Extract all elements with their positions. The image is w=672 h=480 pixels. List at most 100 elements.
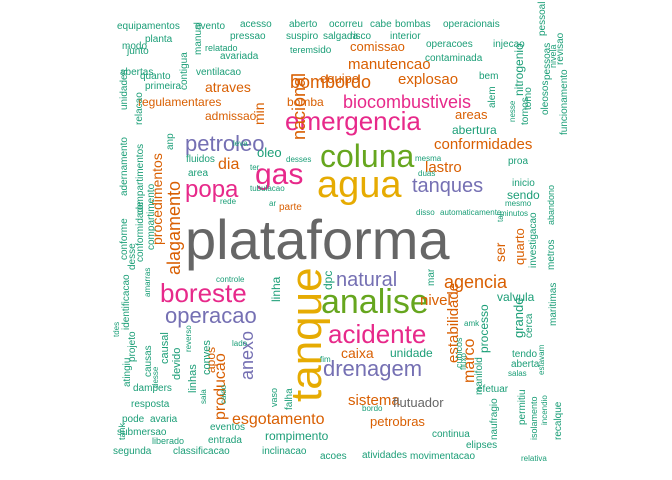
cloud-word: sala [199, 389, 208, 404]
cloud-word: lado [232, 339, 248, 348]
cloud-word: segunda [113, 446, 152, 457]
cloud-word: bem [479, 71, 499, 82]
cloud-word: pessoal [537, 2, 548, 37]
cloud-word: operacoes [426, 39, 473, 50]
cloud-word: rompimento [265, 429, 329, 443]
cloud-word: regulamentares [138, 95, 222, 109]
cloud-word: atividades [362, 450, 408, 461]
cloud-word: conves [201, 340, 213, 375]
cloud-word: falha [284, 388, 295, 410]
cloud-word: nesse [508, 100, 517, 122]
cloud-word: junto [127, 46, 149, 57]
cloud-word: bombordo [290, 72, 372, 92]
cloud-word: relativa [521, 454, 547, 463]
cloud-word: dia [218, 156, 240, 173]
cloud-word: controle [216, 275, 245, 284]
cloud-word: eventos [210, 422, 246, 433]
cloud-word: manual [193, 22, 204, 55]
cloud-word: isolamento [529, 396, 539, 440]
cloud-word: aberta [511, 359, 540, 370]
cloud-word: tubulacao [250, 184, 285, 193]
cloud-word: primeira [145, 81, 182, 92]
cloud-word: area [188, 168, 209, 179]
cloud-word: parte [279, 202, 302, 213]
cloud-word: desses [286, 155, 312, 164]
cloud-word: caixa [341, 345, 374, 361]
cloud-word: recalque [553, 401, 564, 440]
cloud-word: valvula [497, 290, 535, 304]
cloud-word: automaticamente [440, 208, 502, 217]
cloud-word: elipses [466, 440, 498, 451]
cloud-word: areas [455, 107, 488, 122]
cloud-word: permitiu [517, 389, 528, 425]
cloud-word: salgada [323, 31, 359, 42]
cloud-word: modo [122, 41, 148, 52]
cloud-word: identificacao [121, 274, 132, 330]
cloud-word: incendio [540, 395, 549, 425]
cloud-word: flutuador [393, 395, 444, 410]
cloud-word: aberto [289, 19, 318, 30]
cloud-word: sendo [507, 188, 540, 202]
cloud-word: boreste [160, 278, 247, 308]
cloud-word: equipamentos [117, 21, 180, 32]
cloud-word: risco [350, 31, 372, 42]
cloud-word: liberado [152, 436, 185, 446]
cloud-word: unidade [390, 346, 433, 360]
cloud-word: biocombustiveis [343, 92, 472, 112]
cloud-word: analise [321, 283, 429, 321]
cloud-word: vaso [269, 387, 279, 407]
cloud-word: oleo [257, 145, 282, 160]
cloud-word: cabe [370, 19, 392, 30]
cloud-word: amk [464, 319, 480, 328]
cloud-word: alem [487, 86, 498, 108]
cloud-word: quarto [512, 228, 527, 265]
cloud-word: nivel [420, 292, 451, 309]
cloud-word: bordo [362, 404, 383, 413]
cloud-word: relacao [134, 92, 145, 125]
cloud-word: duas [418, 169, 436, 178]
cloud-word: abertura [452, 123, 497, 137]
cloud-word: agua [317, 164, 402, 206]
cloud-word: continua [432, 429, 470, 440]
cloud-word: natural [336, 269, 398, 291]
cloud-word: drenagem [323, 356, 423, 381]
cloud-word: sido [313, 45, 332, 56]
cloud-word: gas [255, 158, 304, 191]
cloud-word: rede [220, 197, 237, 206]
cloud-word: processo [477, 304, 491, 353]
cloud-word: fluxo [459, 353, 468, 370]
cloud-word: causal [159, 332, 171, 364]
cloud-word: salas [508, 369, 527, 378]
cloud-word: manutencao [348, 56, 431, 73]
cloud-word: investigacao [528, 212, 539, 268]
cloud-word: plataforma [185, 208, 450, 271]
cloud-word: nivela [548, 44, 558, 68]
cloud-word: admissao [205, 109, 257, 123]
cloud-word: operacao [165, 303, 257, 328]
cloud-word: devido [171, 347, 183, 380]
cloud-word: naufragio [489, 398, 500, 440]
cloud-word: linha [269, 276, 283, 302]
cloud-word: petrobras [370, 414, 425, 429]
cloud-word: contaminada [425, 53, 483, 64]
cloud-word: bombas [395, 19, 431, 30]
cloud-word: coluna [320, 138, 415, 174]
cloud-word: suspiro [286, 31, 319, 42]
cloud-word: entrada [208, 435, 242, 446]
cloud-word: abertas [120, 67, 154, 78]
cloud-word: ser [492, 242, 508, 262]
cloud-word: interior [390, 31, 421, 42]
cloud-word: compartimento [146, 183, 157, 250]
cloud-word: inclinacao [262, 446, 307, 457]
cloud-word: conformidades [434, 136, 533, 153]
cloud-word: proa [508, 156, 529, 167]
cloud-word: acesso [240, 19, 272, 30]
cloud-word: adernamento [119, 137, 130, 196]
cloud-word: movimentacao [410, 451, 476, 462]
cloud-word: popa [185, 176, 239, 203]
cloud-word: cerca [524, 313, 535, 338]
cloud-word: resposta [131, 399, 170, 410]
cloud-word: dampers [133, 383, 172, 394]
cloud-word: min [251, 102, 267, 125]
